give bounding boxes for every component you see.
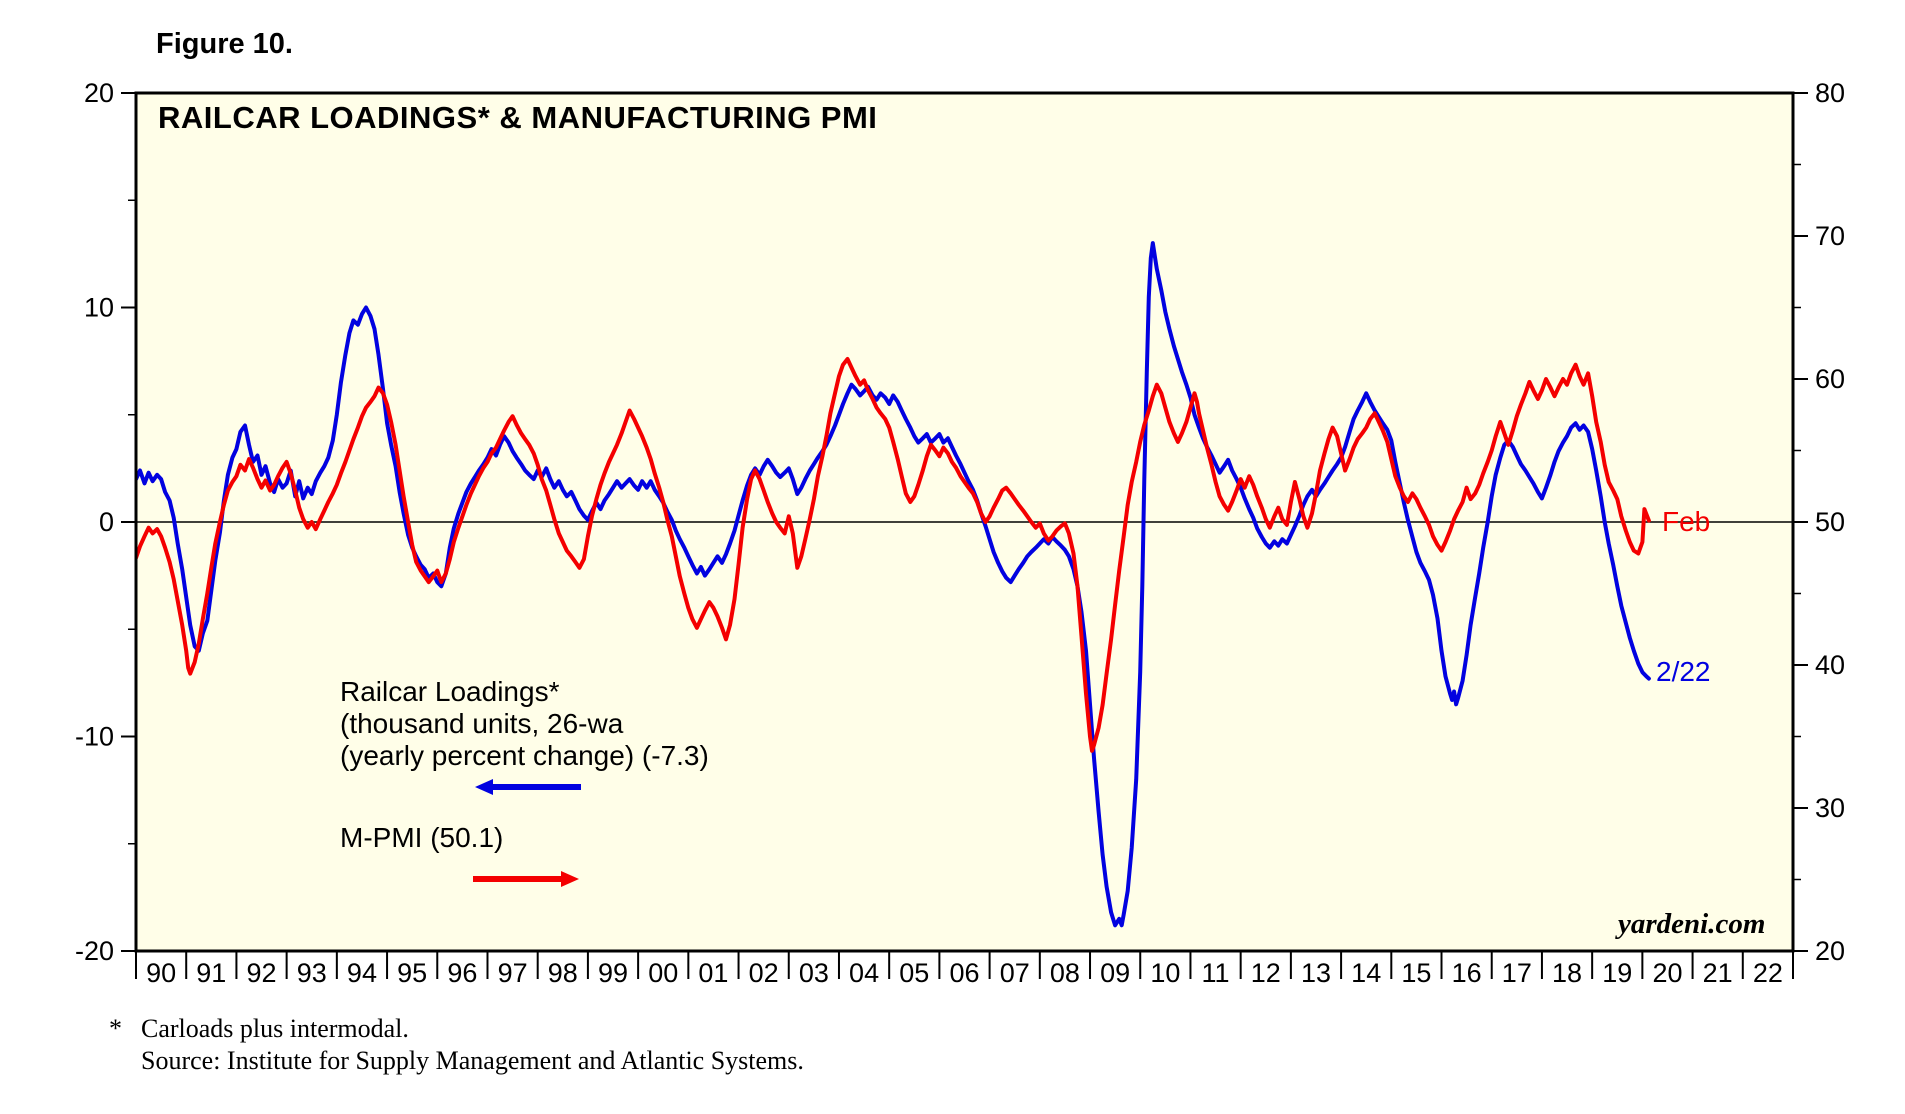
svg-text:91: 91 bbox=[196, 958, 226, 988]
svg-text:50: 50 bbox=[1815, 507, 1845, 537]
svg-text:17: 17 bbox=[1502, 958, 1532, 988]
svg-text:94: 94 bbox=[347, 958, 377, 988]
svg-text:13: 13 bbox=[1301, 958, 1331, 988]
footnote-carloads: Carloads plus intermodal. bbox=[141, 1014, 409, 1043]
footnote-source: Source: Institute for Supply Management … bbox=[141, 1046, 804, 1075]
svg-text:96: 96 bbox=[447, 958, 477, 988]
legend-arrow-left-icon bbox=[475, 779, 581, 795]
svg-text:07: 07 bbox=[1000, 958, 1030, 988]
svg-text:14: 14 bbox=[1351, 958, 1381, 988]
footnote-asterisk: * bbox=[109, 1014, 122, 1043]
svg-text:16: 16 bbox=[1452, 958, 1482, 988]
svg-text:98: 98 bbox=[548, 958, 578, 988]
svg-text:05: 05 bbox=[899, 958, 929, 988]
svg-text:0: 0 bbox=[99, 507, 114, 537]
svg-text:70: 70 bbox=[1815, 221, 1845, 251]
svg-text:10: 10 bbox=[84, 293, 114, 323]
pmi-end-label: Feb bbox=[1662, 506, 1711, 537]
svg-text:21: 21 bbox=[1703, 958, 1733, 988]
svg-text:11: 11 bbox=[1202, 958, 1230, 988]
svg-text:40: 40 bbox=[1815, 650, 1845, 680]
svg-text:95: 95 bbox=[397, 958, 427, 988]
svg-text:12: 12 bbox=[1251, 958, 1281, 988]
svg-text:00: 00 bbox=[648, 958, 678, 988]
svg-text:04: 04 bbox=[849, 958, 879, 988]
legend-railcar-line1: Railcar Loadings* bbox=[340, 676, 560, 707]
figure-label: Figure 10. bbox=[156, 28, 293, 60]
svg-text:92: 92 bbox=[247, 958, 277, 988]
svg-text:-20: -20 bbox=[75, 936, 114, 966]
watermark: yardeni.com bbox=[1618, 908, 1766, 940]
svg-text:08: 08 bbox=[1050, 958, 1080, 988]
series-line-1 bbox=[136, 357, 1651, 753]
svg-text:20: 20 bbox=[1652, 958, 1682, 988]
svg-text:60: 60 bbox=[1815, 364, 1845, 394]
svg-text:99: 99 bbox=[598, 958, 628, 988]
svg-text:19: 19 bbox=[1602, 958, 1632, 988]
svg-text:93: 93 bbox=[297, 958, 327, 988]
svg-text:80: 80 bbox=[1815, 78, 1845, 108]
svg-text:03: 03 bbox=[799, 958, 829, 988]
legend-arrow-right-icon bbox=[473, 871, 579, 887]
svg-text:01: 01 bbox=[698, 958, 728, 988]
svg-text:22: 22 bbox=[1753, 958, 1783, 988]
railcar-end-label: 2/22 bbox=[1656, 656, 1711, 687]
svg-text:90: 90 bbox=[146, 958, 176, 988]
svg-text:20: 20 bbox=[84, 78, 114, 108]
svg-text:15: 15 bbox=[1401, 958, 1431, 988]
svg-text:20: 20 bbox=[1815, 936, 1845, 966]
svg-text:02: 02 bbox=[749, 958, 779, 988]
svg-text:-10: -10 bbox=[75, 722, 114, 752]
svg-text:09: 09 bbox=[1100, 958, 1130, 988]
legend-railcar-line3: (yearly percent change) (-7.3) bbox=[340, 740, 709, 771]
svg-text:10: 10 bbox=[1150, 958, 1180, 988]
legend-pmi-label: M-PMI (50.1) bbox=[340, 822, 504, 853]
svg-text:18: 18 bbox=[1552, 958, 1582, 988]
chart-title: RAILCAR LOADINGS* & MANUFACTURING PMI bbox=[158, 100, 878, 135]
svg-text:30: 30 bbox=[1815, 793, 1845, 823]
svg-text:06: 06 bbox=[949, 958, 979, 988]
legend-railcar-line2: (thousand units, 26-wa bbox=[340, 708, 624, 739]
svg-text:97: 97 bbox=[498, 958, 528, 988]
